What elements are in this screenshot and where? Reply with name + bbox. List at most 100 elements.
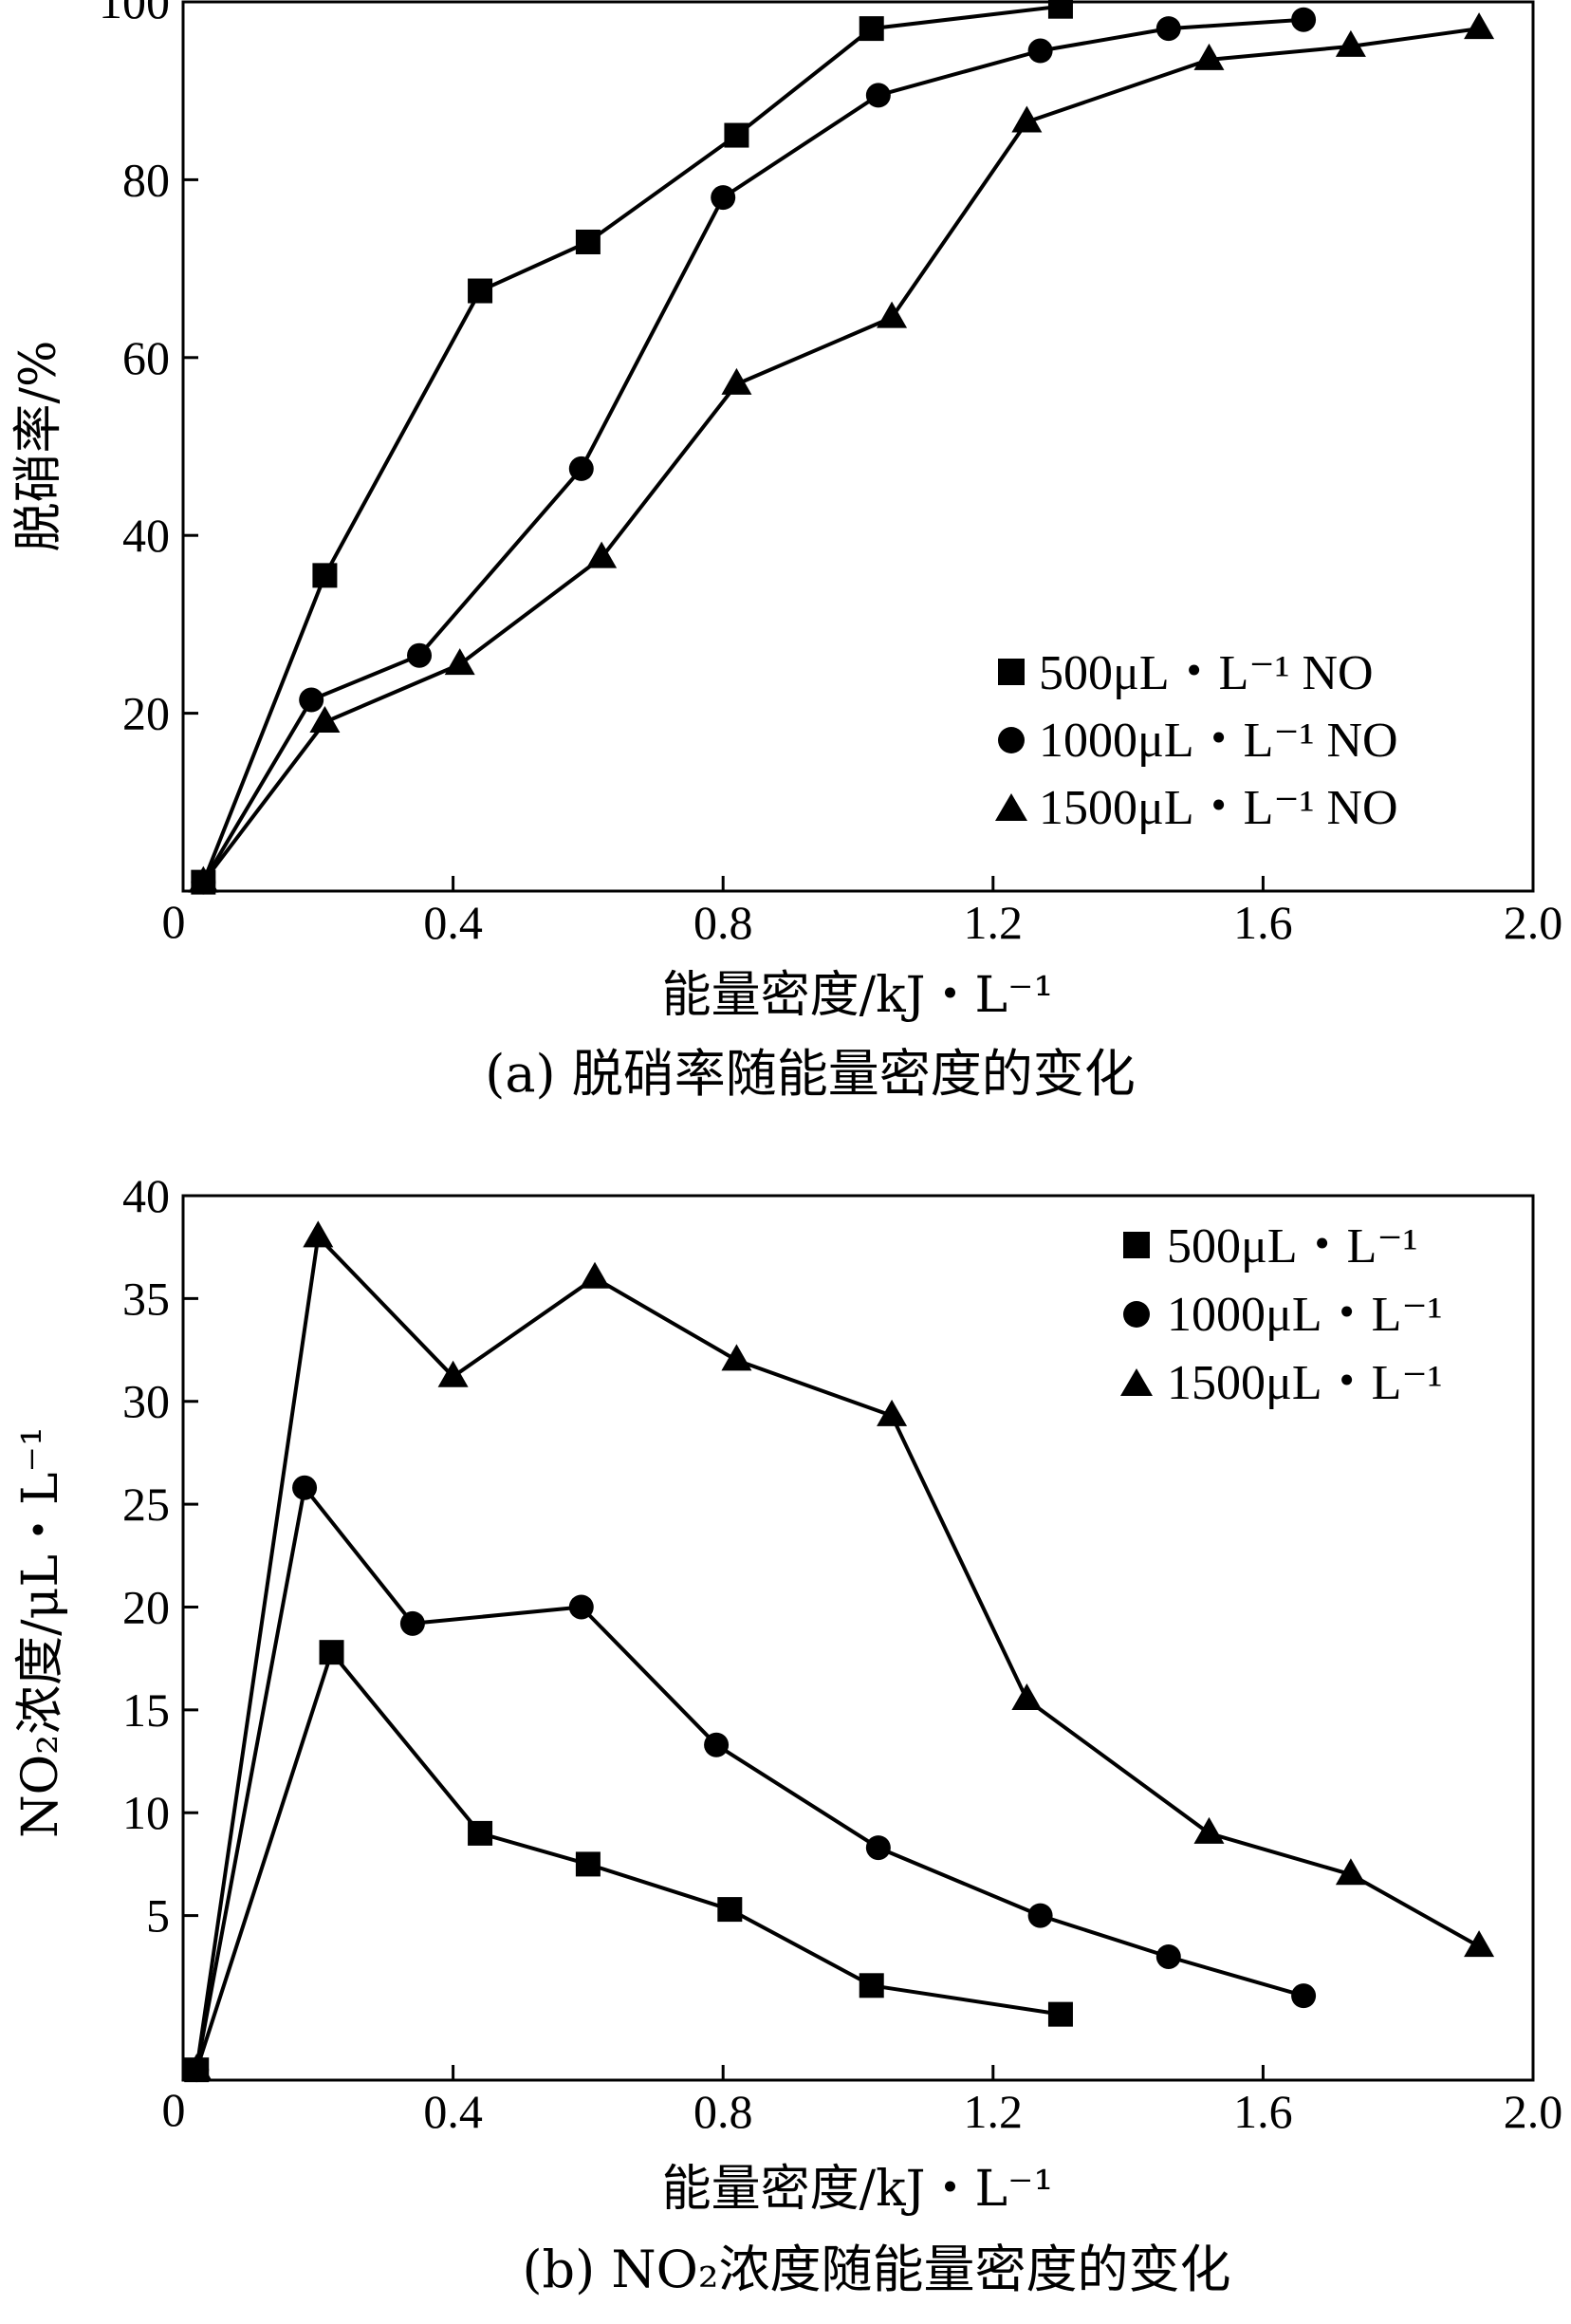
panel-b-point-1500: [437, 1360, 469, 1387]
panel-a-x-axis-title: 能量密度/kJ・L⁻¹: [662, 967, 1054, 1024]
panel-b-point-1000: [1027, 1903, 1053, 1928]
panel-b-point-1000: [568, 1594, 594, 1620]
panel-a-point-1500: [721, 367, 752, 395]
panel-a-legend-label-500: 500μL・L⁻¹ NO: [1039, 646, 1374, 700]
panel-b-no2-concentration: 0.4 0.8 1.2 1.6 2.0 5 10 15 20 25 30 35 40 0 能量密度/k…: [12, 1169, 1562, 2299]
panel-a-origin-label: 0: [162, 895, 186, 948]
panel-a-point-1500: [1335, 29, 1366, 57]
panel-a-x-tick-label: 1.2: [964, 896, 1024, 949]
panel-a-point-1000: [711, 185, 736, 211]
panel-b-point-500: [859, 1973, 884, 1999]
panel-b-point-1500: [1335, 1858, 1366, 1886]
panel-b-legend-marker-500: [1123, 1232, 1150, 1258]
panel-a-caption: (a) 脱硝率随能量密度的变化: [485, 1044, 1136, 1104]
panel-b-legend-label-500: 500μL・L⁻¹: [1167, 1219, 1417, 1274]
panel-a-x-tick-label: 2.0: [1504, 896, 1563, 949]
panel-b-point-500: [717, 1897, 743, 1923]
panel-b-y-tick-label: 25: [122, 1478, 170, 1531]
panel-a-point-1500: [444, 648, 475, 676]
panel-b-series-line-1500: [194, 1235, 1481, 2071]
panel-a-y-tick-label: 60: [122, 331, 170, 384]
panel-a-point-500: [1047, 0, 1073, 19]
panel-b-series-line-500: [194, 1650, 1062, 2071]
panel-b-point-1500: [1011, 1683, 1043, 1711]
panel-a-x-tick-label: 0.8: [693, 896, 753, 949]
panel-b-point-1000: [865, 1835, 891, 1861]
panel-a-x-ticks: 0.4 0.8 1.2 1.6 2.0: [423, 876, 1562, 949]
panel-b-y-tick-label: 40: [122, 1169, 170, 1222]
panel-b-y-tick-label: 35: [122, 1272, 170, 1325]
panel-a-desnitrification-rate: 0.4 0.8 1.2 1.6 2.0 20 40 60 80 100 0 能量密度/kJ・L⁻…: [10, 0, 1562, 1104]
panel-b-point-1000: [1291, 1983, 1317, 2009]
panel-b-point-1500: [1193, 1816, 1225, 1844]
panel-b-x-tick-label: 2.0: [1504, 2085, 1563, 2138]
panel-b-point-500: [468, 1820, 493, 1846]
panel-a-point-1500: [1011, 105, 1043, 133]
panel-a-point-1500: [309, 705, 341, 733]
panel-a-point-1000: [407, 642, 433, 668]
panel-b-x-tick-label: 1.6: [1233, 2085, 1293, 2138]
panel-b-y-tick-label: 30: [122, 1375, 170, 1428]
panel-a-point-1500: [1464, 12, 1495, 40]
panel-a-point-500: [724, 122, 749, 148]
panel-b-x-tick-label: 0.8: [693, 2085, 753, 2138]
panel-a-point-1500: [877, 301, 908, 328]
panel-b-point-500: [575, 1851, 601, 1877]
panel-a-y-tick-label: 100: [99, 0, 170, 28]
panel-a-point-1500: [586, 541, 618, 568]
panel-a-series-line-1500: [201, 27, 1480, 883]
panel-a-y-axis-title: 脱硝率/%: [10, 341, 67, 552]
panel-b-point-1000: [1155, 1943, 1181, 1969]
panel-b-point-1000: [704, 1732, 730, 1757]
panel-a-series: [188, 0, 1495, 895]
panel-a-series-line-500: [201, 4, 1062, 883]
panel-a-y-tick-label: 20: [122, 687, 170, 740]
panel-a-legend-marker-1000: [998, 727, 1025, 753]
panel-a-point-500: [575, 229, 601, 254]
panel-a-y-tick-label: 40: [122, 509, 170, 562]
panel-b-point-1500: [721, 1344, 752, 1371]
panel-b-point-500: [319, 1640, 344, 1665]
panel-a-x-tick-label: 1.6: [1233, 896, 1293, 949]
panel-b-y-tick-label: 15: [122, 1683, 170, 1737]
panel-a-legend-marker-500: [998, 659, 1025, 685]
panel-b-point-1500: [580, 1261, 611, 1289]
panel-a-legend-label-1500: 1500μL・L⁻¹ NO: [1039, 781, 1398, 835]
panel-b-plot-frame: [181, 1194, 1535, 2082]
panel-a-plot-frame: [181, 0, 1535, 893]
panel-a-point-500: [859, 16, 884, 42]
panel-b-point-1500: [1464, 1930, 1495, 1958]
panel-b-x-axis-title: 能量密度/kJ・L⁻¹: [662, 2161, 1054, 2218]
panel-a-point-1000: [1027, 38, 1053, 64]
panel-b-caption: (b) NO₂浓度随能量密度的变化: [522, 2240, 1230, 2299]
panel-a-x-tick-label: 0.4: [423, 896, 483, 949]
panel-b-y-tick-label: 20: [122, 1580, 170, 1633]
panel-a-legend-marker-1500: [995, 793, 1027, 821]
panel-b-point-1500: [303, 1220, 334, 1248]
panel-b-x-ticks: 0.4 0.8 1.2 1.6 2.0: [423, 2065, 1562, 2138]
panel-a-point-1000: [299, 687, 324, 713]
panel-a-point-500: [312, 563, 338, 588]
panel-a-point-1000: [568, 456, 594, 481]
panel-a-y-ticks: 20 40 60 80 100: [99, 0, 198, 740]
panel-a-point-1000: [1291, 7, 1317, 32]
panel-b-y-tick-label: 10: [122, 1786, 170, 1839]
panel-b-legend-marker-1000: [1123, 1301, 1150, 1328]
panel-a-legend: 500μL・L⁻¹ NO 1000μL・L⁻¹ NO 1500μL・L⁻¹ NO: [995, 646, 1398, 835]
panel-a-legend-label-1000: 1000μL・L⁻¹ NO: [1039, 714, 1398, 768]
panel-a-point-1000: [865, 83, 891, 108]
panel-b-series: [181, 1220, 1495, 2083]
panel-b-y-ticks: 5 10 15 20 25 30 35 40: [122, 1169, 198, 1943]
panel-b-legend-label-1000: 1000μL・L⁻¹: [1167, 1288, 1442, 1342]
panel-a-point-1500: [188, 865, 219, 893]
panel-b-x-tick-label: 1.2: [964, 2085, 1024, 2138]
panel-b-legend: 500μL・L⁻¹ 1000μL・L⁻¹ 1500μL・L⁻¹: [1120, 1219, 1442, 1410]
panel-b-legend-marker-1500: [1120, 1368, 1153, 1396]
panel-b-y-axis-title: NO₂浓度/μL・L⁻¹: [12, 1426, 69, 1838]
panel-a-y-tick-label: 80: [122, 153, 170, 206]
panel-b-y-tick-label: 5: [146, 1889, 170, 1943]
panel-b-legend-label-1500: 1500μL・L⁻¹: [1167, 1356, 1442, 1410]
panel-b-point-1000: [292, 1475, 318, 1500]
panel-b-x-tick-label: 0.4: [423, 2085, 483, 2138]
